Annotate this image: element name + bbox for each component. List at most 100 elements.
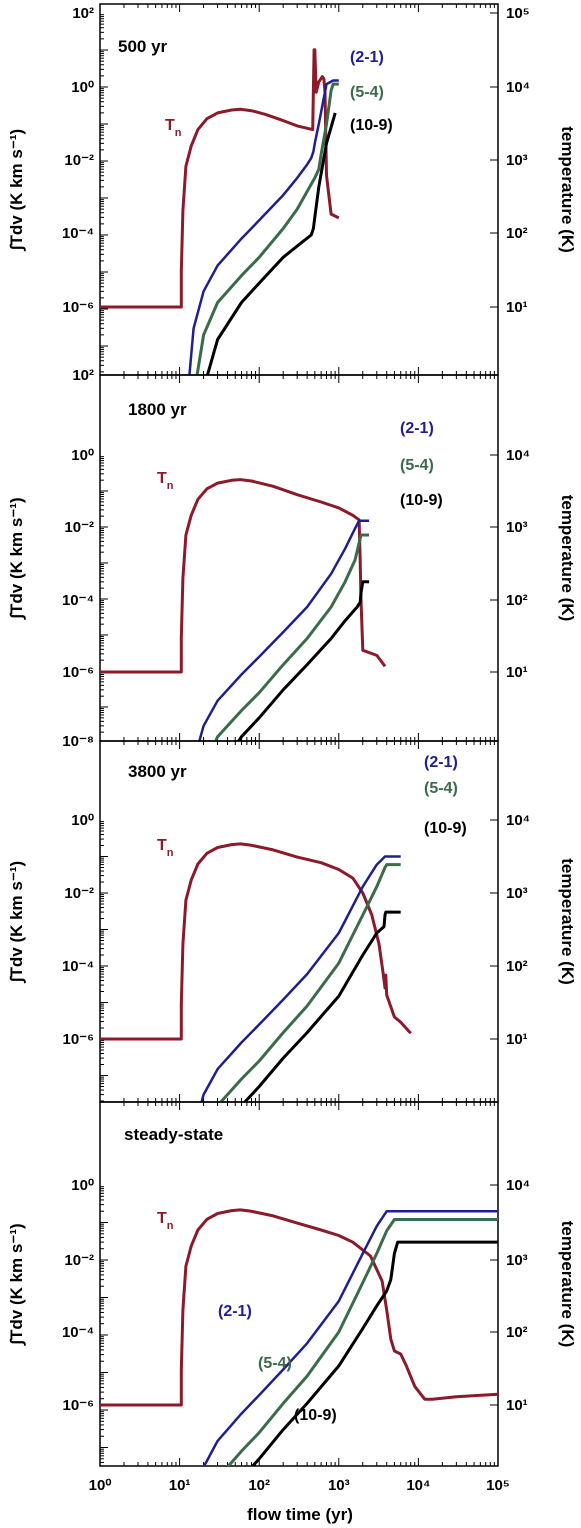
label-5-4: (5-4): [350, 84, 384, 101]
right-tick-label: 10⁴: [506, 1177, 530, 1194]
right-axis-label: temperature (K): [558, 495, 577, 622]
tn-label: Tn: [157, 1210, 174, 1232]
line-2-1: [200, 855, 401, 1102]
tn-label: Tn: [157, 837, 174, 859]
label-10-9: (10-9): [350, 117, 393, 134]
right-tick-label: 10⁵: [506, 5, 530, 22]
panel-title: 1800 yr: [128, 400, 187, 419]
tn-line: [100, 842, 412, 1041]
series-group: [100, 478, 387, 741]
right-tick-label: 10³: [506, 885, 528, 902]
right-tick-label: 10¹: [506, 299, 528, 316]
left-tick-label: 10⁰: [71, 79, 94, 96]
left-axis-label: ∫Tdv (K km s⁻¹): [7, 129, 26, 252]
panel-2: 10⁰ 10⁻² 10⁻⁴ 10⁻⁶ 10⁻⁸ 10⁴ 10³ 10² 10¹ ∫Tdv (K k…: [7, 374, 577, 750]
left-tick-label: 10⁻²: [64, 519, 94, 536]
left-tick-label: 10⁻⁶: [62, 664, 94, 681]
line-5-4: [218, 863, 401, 1102]
left-tick-label: 10⁻⁴: [62, 958, 94, 975]
x-axis-label: flow time (yr): [247, 1505, 353, 1524]
line-2-1: [198, 519, 370, 741]
series-group: [100, 1208, 498, 1466]
left-tick-label: 10⁻⁴: [62, 225, 94, 242]
right-axis-label: temperature (K): [558, 126, 577, 253]
label-5-4: (5-4): [258, 1355, 292, 1372]
right-tick-label: 10²: [506, 1324, 528, 1341]
line-5-4: [214, 533, 370, 741]
right-tick-label: 10³: [506, 152, 528, 169]
label-2-1: (2-1): [424, 754, 458, 771]
label-5-4: (5-4): [424, 780, 458, 797]
label-10-9: (10-9): [400, 492, 443, 509]
x-tick-label: 10⁵: [486, 1477, 510, 1494]
right-tick-label: 10¹: [506, 1397, 528, 1414]
left-tick-label: 10⁻⁶: [62, 299, 94, 316]
left-axis-label: ∫Tdv (K km s⁻¹): [7, 497, 26, 620]
x-tick-label: 10²: [248, 1477, 270, 1494]
right-axis-label: temperature (K): [558, 1221, 577, 1348]
x-tick-label: 10³: [328, 1477, 350, 1494]
plot-frame: [99, 3, 499, 376]
left-tick-label: 10²: [72, 5, 94, 22]
left-tick-label: 10⁰: [71, 447, 94, 464]
left-tick-label: 10⁰: [71, 812, 94, 829]
axis-ticks: [99, 4, 499, 375]
tn-line: [100, 1208, 498, 1407]
x-tick-label: 10⁴: [406, 1477, 430, 1494]
left-tick-label: 10⁻⁶: [62, 1397, 94, 1414]
tn-line: [100, 478, 387, 674]
plot-frame: [99, 1101, 499, 1467]
left-tick-label: 10⁻²: [64, 1252, 94, 1269]
x-axis-tick-labels: 10⁰ 10¹ 10² 10³ 10⁴ 10⁵: [89, 1477, 510, 1494]
left-tick-label: 10⁻⁸: [62, 733, 94, 750]
label-10-9: (10-9): [294, 1407, 337, 1424]
right-axis-label: temperature (K): [558, 858, 577, 985]
right-tick-label: 10⁴: [506, 447, 530, 464]
label-2-1: (2-1): [218, 1303, 252, 1320]
panel-1: 10² 10⁰ 10⁻² 10⁻⁴ 10⁻⁶ 10² 10⁵ 10⁴ 10³ 10² 10¹ ∫Tdv…: [7, 3, 577, 384]
right-tick-label: 10⁴: [506, 79, 530, 96]
series-group: [100, 842, 412, 1102]
line-5-4: [195, 82, 339, 375]
left-tick-label: 10⁻⁶: [62, 1031, 94, 1048]
right-tick-label: 10⁴: [506, 812, 530, 829]
panel-title: 3800 yr: [128, 762, 187, 781]
label-2-1: (2-1): [400, 420, 434, 437]
left-axis-label: ∫Tdv (K km s⁻¹): [7, 861, 26, 984]
left-tick-label: 10⁻⁴: [62, 1324, 94, 1341]
x-tick-label: 10⁰: [89, 1477, 112, 1494]
panel-4: 10⁰ 10⁻² 10⁻⁴ 10⁻⁶ 10⁴ 10³ 10² 10¹ ∫Tdv (K km s⁻…: [7, 1101, 577, 1467]
left-tick-label: 10⁻²: [64, 885, 94, 902]
left-axis-label: ∫Tdv (K km s⁻¹): [7, 1223, 26, 1346]
series-group: [100, 48, 340, 375]
panels: 10² 10⁰ 10⁻² 10⁻⁴ 10⁻⁶ 10² 10⁵ 10⁴ 10³ 10² 10¹ ∫Tdv…: [7, 3, 577, 1467]
left-tick-label: 10⁻⁴: [62, 592, 94, 609]
left-tick-label: 10⁻²: [64, 152, 94, 169]
panel-title: 500 yr: [118, 37, 168, 56]
tn-line: [100, 48, 340, 309]
line-10-9: [205, 112, 337, 375]
right-tick-label: 10³: [506, 1252, 528, 1269]
left-tick-label: 10²: [72, 367, 94, 384]
line-2-1: [202, 1209, 498, 1466]
right-tick-label: 10²: [506, 958, 528, 975]
label-10-9: (10-9): [424, 820, 467, 837]
label-2-1: (2-1): [350, 49, 384, 66]
tn-label: Tn: [165, 117, 182, 139]
right-tick-label: 10¹: [506, 1031, 528, 1048]
right-tick-label: 10²: [506, 225, 528, 242]
line-10-9: [242, 910, 401, 1102]
line-10-9: [236, 580, 370, 741]
line-5-4: [226, 1218, 498, 1466]
tn-label: Tn: [157, 470, 174, 492]
x-tick-label: 10¹: [169, 1477, 191, 1494]
right-tick-label: 10³: [506, 519, 528, 536]
right-tick-label: 10¹: [506, 664, 528, 681]
panel-3: 10⁰ 10⁻² 10⁻⁴ 10⁻⁶ 10⁴ 10³ 10² 10¹ ∫Tdv (K km s⁻…: [7, 740, 577, 1103]
label-5-4: (5-4): [400, 457, 434, 474]
axis-ticks: [99, 375, 499, 741]
line-10-9: [250, 1240, 498, 1466]
right-tick-label: 10²: [506, 592, 528, 609]
left-tick-label: 10⁰: [71, 1177, 94, 1194]
